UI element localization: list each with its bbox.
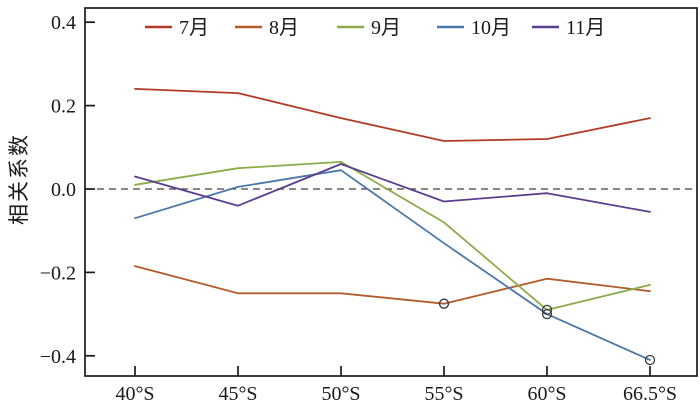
y-tick-label: 0.0 bbox=[51, 179, 76, 201]
x-tick-label: 66.5°S bbox=[623, 383, 677, 405]
series-line-4 bbox=[134, 163, 651, 213]
series-line-2 bbox=[134, 160, 651, 311]
x-tick-label: 60°S bbox=[527, 383, 566, 405]
legend-label-2: 9月 bbox=[371, 17, 401, 39]
y-tick-label: −0.4 bbox=[40, 346, 76, 368]
y-tick-label: −0.2 bbox=[40, 262, 76, 284]
x-tick-label: 45°S bbox=[218, 383, 257, 405]
significance-marker-2 bbox=[541, 308, 553, 320]
series-line-3 bbox=[134, 169, 651, 361]
series-line-0 bbox=[134, 88, 651, 142]
x-tick-label: 50°S bbox=[321, 383, 360, 405]
x-tick-label: 55°S bbox=[424, 383, 463, 405]
legend-label-3: 10月 bbox=[471, 17, 511, 39]
plot-area: 0.4 0.2 0.0 −0.2 −0.4 40°S 45°S 50°S 55°S 60°S 66.… bbox=[40, 7, 698, 405]
legend-label-4: 11月 bbox=[566, 17, 605, 39]
plot-border bbox=[84, 7, 698, 377]
significance-marker-3 bbox=[644, 354, 656, 366]
significance-marker-0 bbox=[438, 298, 450, 309]
series-line-1 bbox=[134, 265, 651, 305]
legend-label-1: 8月 bbox=[269, 17, 299, 39]
significance-marker-1 bbox=[541, 304, 553, 316]
legend-label-0: 7月 bbox=[179, 17, 209, 39]
y-tick-label: 0.4 bbox=[51, 12, 76, 34]
y-axis-title: 相关系数 bbox=[7, 133, 31, 225]
y-tick-label: 0.2 bbox=[51, 96, 76, 118]
x-tick-label: 40°S bbox=[115, 383, 154, 405]
